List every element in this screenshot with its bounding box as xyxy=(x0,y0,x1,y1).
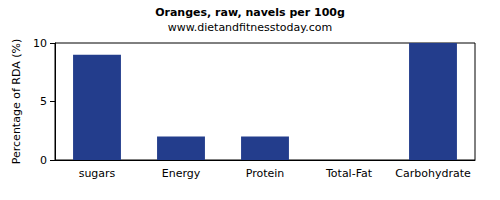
svg-text:0: 0 xyxy=(40,154,47,167)
svg-text:Energy: Energy xyxy=(162,167,201,180)
svg-text:www.dietandfitnesstoday.com: www.dietandfitnesstoday.com xyxy=(168,21,332,34)
svg-text:5: 5 xyxy=(40,95,47,108)
svg-text:sugars: sugars xyxy=(79,167,116,180)
svg-text:Carbohydrate: Carbohydrate xyxy=(395,167,471,180)
svg-text:Total-Fat: Total-Fat xyxy=(325,167,373,180)
svg-text:10: 10 xyxy=(33,37,47,50)
svg-text:Oranges, raw, navels per 100g: Oranges, raw, navels per 100g xyxy=(155,6,345,19)
svg-text:Percentage of RDA (%): Percentage of RDA (%) xyxy=(10,39,23,164)
svg-text:Protein: Protein xyxy=(246,167,285,180)
